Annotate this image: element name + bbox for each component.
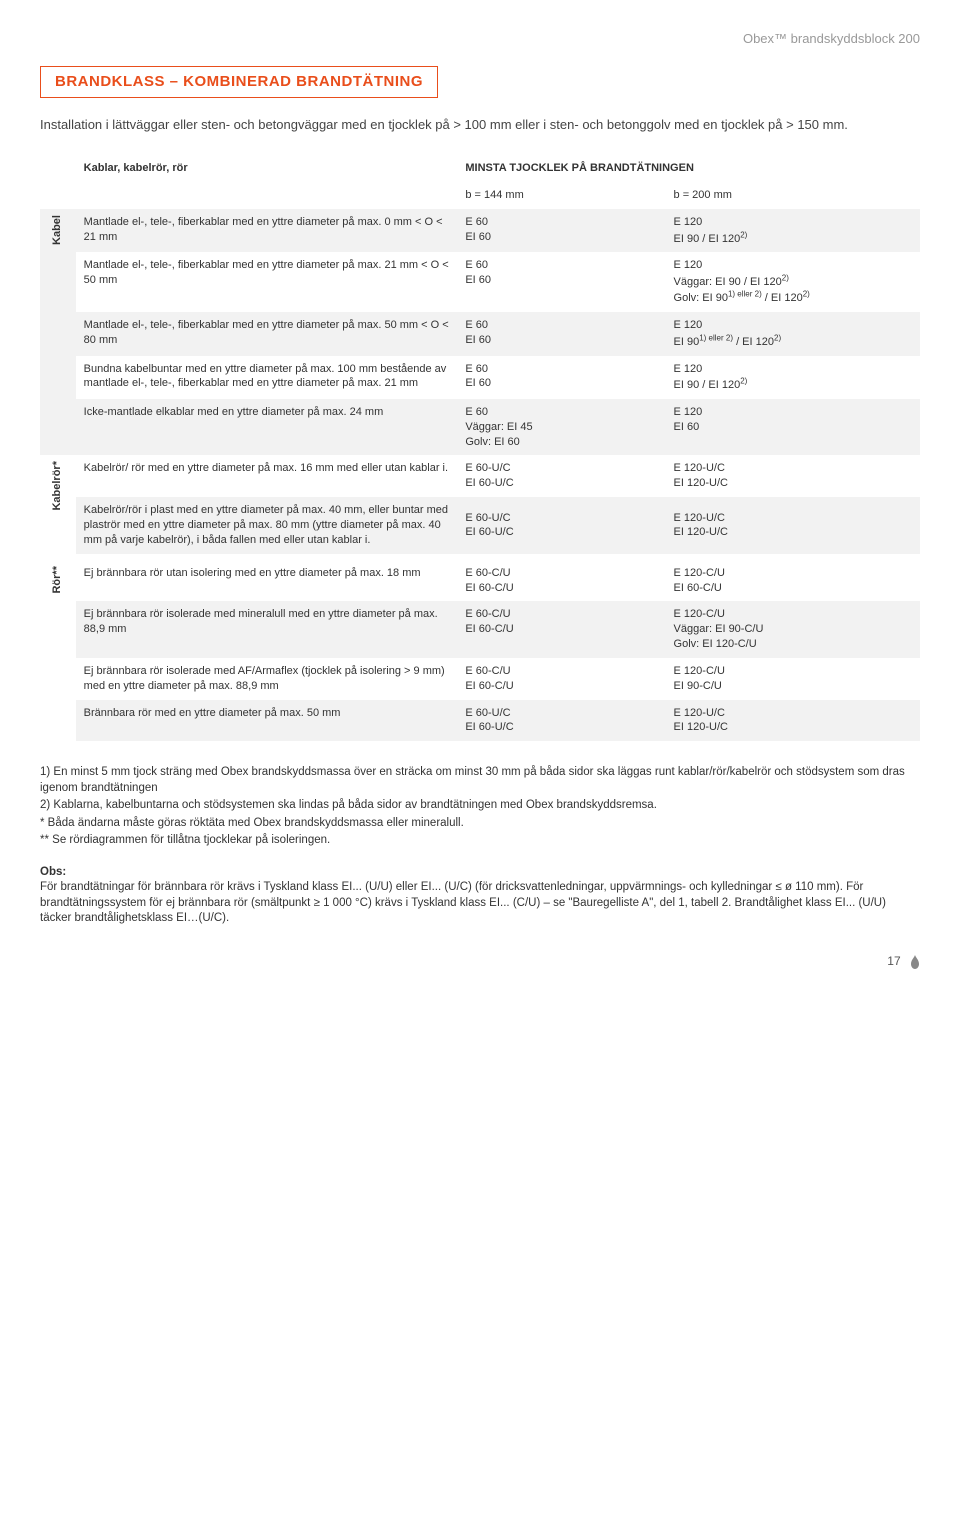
footnotes: 1) En minst 5 mm tjock sträng med Obex b… xyxy=(40,765,920,849)
row-desc: Ej brännbara rör utan isolering med en y… xyxy=(76,560,458,602)
cell: E 120-C/UEI 90-C/U xyxy=(666,658,920,700)
group-label-ror: Rör** xyxy=(40,560,76,742)
cell: E 60EI 60 xyxy=(457,356,665,399)
row-desc: Mantlade el-, tele-, fiberkablar med en … xyxy=(76,209,458,252)
footnote-doublestar: ** Se rördiagrammen för tillåtna tjockle… xyxy=(40,833,920,849)
cell: E 120EI 90 / EI 1202) xyxy=(666,356,920,399)
cell: E 120EI 60 xyxy=(666,399,920,456)
cell: E 120-U/CEI 120-U/C xyxy=(666,455,920,497)
row-desc: Mantlade el-, tele-, fiberkablar med en … xyxy=(76,252,458,312)
cell: E 60-U/CEI 60-U/C xyxy=(457,700,665,742)
group-label-kabelror: Kabelrör* xyxy=(40,455,76,553)
flame-icon xyxy=(910,955,920,969)
row-desc: Brännbara rör med en yttre diameter på m… xyxy=(76,700,458,742)
section-title: BRANDKLASS – KOMBINERAD BRANDTÄTNING xyxy=(40,66,438,98)
cell: E 120-C/UEI 60-C/U xyxy=(666,560,920,602)
row-desc: Bundna kabelbuntar med en yttre diameter… xyxy=(76,356,458,399)
cell: E 120-C/UVäggar: EI 90-C/UGolv: EI 120-C… xyxy=(666,601,920,658)
obs-body: För brandtätningar för brännbara rör krä… xyxy=(40,880,920,927)
row-desc: Kabelrör/ rör med en yttre diameter på m… xyxy=(76,455,458,497)
obs-heading: Obs: xyxy=(40,865,920,881)
cell: E 60-U/CEI 60-U/C xyxy=(457,497,665,554)
cell: E 60-U/CEI 60-U/C xyxy=(457,455,665,497)
cell: E 60-C/UEI 60-C/U xyxy=(457,601,665,658)
product-header: Obex™ brandskyddsblock 200 xyxy=(40,30,920,48)
cell: E 60EI 60 xyxy=(457,312,665,355)
intro-text: Installation i lättväggar eller sten- oc… xyxy=(40,116,920,134)
col-header-left: Kablar, kabelrör, rör xyxy=(76,155,458,182)
cell: E 120-U/CEI 120-U/C xyxy=(666,497,920,554)
footnote-star: * Båda ändarna måste göras röktäta med O… xyxy=(40,816,920,832)
spec-table: Kablar, kabelrör, rör MINSTA TJOCKLEK PÅ… xyxy=(40,155,920,741)
cell: E 120-U/CEI 120-U/C xyxy=(666,700,920,742)
row-desc: Ej brännbara rör isolerade med mineralul… xyxy=(76,601,458,658)
group-label-kabel: Kabel xyxy=(40,209,76,455)
row-desc: Kabelrör/rör i plast med en yttre diamet… xyxy=(76,497,458,554)
footnote-1: 1) En minst 5 mm tjock sträng med Obex b… xyxy=(40,765,920,796)
cell: E 60EI 60 xyxy=(457,209,665,252)
footnote-2: 2) Kablarna, kabelbuntarna och stödsyste… xyxy=(40,798,920,814)
col-header-minsta: MINSTA TJOCKLEK PÅ BRANDTÄTNINGEN xyxy=(457,155,920,182)
row-desc: Icke-mantlade elkablar med en yttre diam… xyxy=(76,399,458,456)
cell: E 60-C/UEI 60-C/U xyxy=(457,560,665,602)
cell: E 60EI 60 xyxy=(457,252,665,312)
cell: E 120EI 90 / EI 1202) xyxy=(666,209,920,252)
row-desc: Mantlade el-, tele-, fiberkablar med en … xyxy=(76,312,458,355)
col-sub-b144: b = 144 mm xyxy=(457,182,665,209)
cell: E 60-C/UEI 60-C/U xyxy=(457,658,665,700)
page-number: 17 xyxy=(40,953,920,969)
cell: E 120Väggar: EI 90 / EI 1202)Golv: EI 90… xyxy=(666,252,920,312)
row-desc: Ej brännbara rör isolerade med AF/Armafl… xyxy=(76,658,458,700)
obs-block: Obs: För brandtätningar för brännbara rö… xyxy=(40,865,920,927)
col-sub-b200: b = 200 mm xyxy=(666,182,920,209)
cell: E 60Väggar: EI 45Golv: EI 60 xyxy=(457,399,665,456)
cell: E 120EI 901) eller 2) / EI 1202) xyxy=(666,312,920,355)
